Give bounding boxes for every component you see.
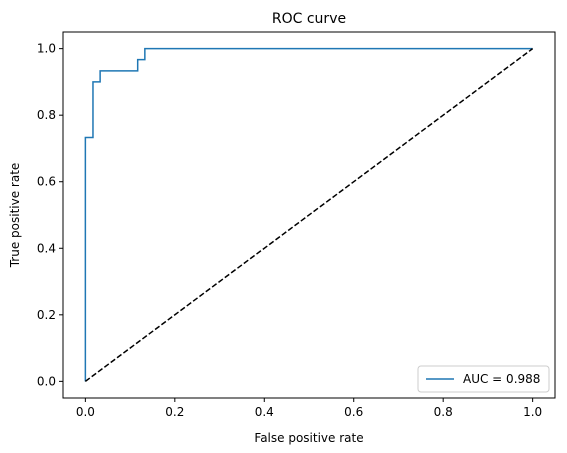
x-tick-label: 0.0 (76, 405, 95, 419)
legend-box (417, 365, 550, 393)
plot-area (84, 47, 534, 382)
x-axis-ticks: 0.0 0.2 0.4 0.6 0.8 1.0 (76, 398, 542, 419)
x-tick-label: 0.8 (434, 405, 453, 419)
y-tick-label: 0.0 (37, 374, 56, 388)
y-tick-label: 0.6 (37, 175, 56, 189)
x-tick-label: 0.6 (344, 405, 363, 419)
y-tick-label: 0.4 (37, 241, 56, 255)
legend-label: AUC = 0.988 (463, 372, 540, 386)
x-tick-label: 0.4 (255, 405, 274, 419)
legend: AUC = 0.988 (417, 365, 550, 393)
chart-title: ROC curve (272, 11, 346, 27)
x-axis-label: False positive rate (254, 431, 363, 445)
y-axis-ticks: 0.0 0.2 0.4 0.6 0.8 1.0 (37, 42, 63, 388)
x-tick-label: 0.2 (165, 405, 184, 419)
y-axis-label: True positive rate (8, 163, 22, 269)
diagonal-reference-line (84, 48, 534, 382)
x-tick-label: 1.0 (523, 405, 542, 419)
y-tick-label: 0.2 (37, 308, 56, 322)
axes-frame (62, 31, 556, 399)
roc-curve-line (84, 47, 533, 382)
y-tick-label: 1.0 (37, 42, 56, 56)
y-tick-label: 0.8 (37, 108, 56, 122)
